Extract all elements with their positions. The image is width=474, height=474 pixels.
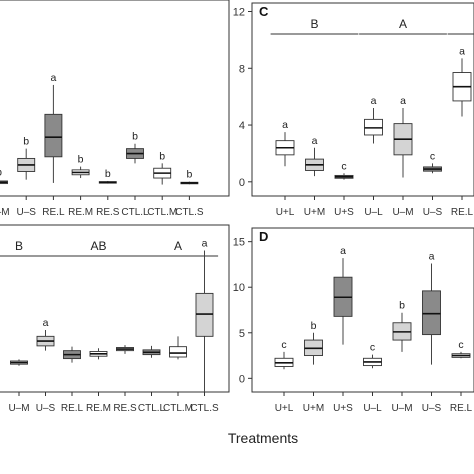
plot-frame	[251, 2, 474, 197]
x-tick-label: U+S	[334, 207, 354, 218]
significance-letter: b	[105, 168, 111, 180]
x-tick-label: CTL.S	[175, 207, 204, 218]
x-tick-label: U–S	[16, 207, 36, 218]
group-label: AB	[90, 239, 106, 253]
x-tick-label: U+M	[303, 403, 324, 414]
x-tick-label: RE.S	[113, 403, 137, 414]
x-tick-label: CTL.L	[138, 403, 166, 414]
significance-letter: b	[399, 300, 405, 312]
panel-c: 04812CBAaU+LaU+McU+SaU–LaU–McU–SaRE.LRE.…	[233, 2, 474, 218]
y-tick-label: 0	[239, 373, 245, 385]
x-tick-label: RE.L	[42, 207, 65, 218]
significance-letter: a	[50, 72, 56, 84]
significance-letter: b	[0, 167, 2, 179]
group-label: A	[174, 239, 182, 253]
x-tick-label: U–S	[423, 207, 443, 218]
significance-letter: a	[282, 119, 288, 131]
significance-letter: a	[340, 245, 346, 257]
x-tick-label: CTL.M	[147, 207, 177, 218]
x-tick-label: U–S	[422, 403, 442, 414]
x-tick-label: U–S	[36, 403, 56, 414]
significance-letter: a	[429, 251, 435, 263]
significance-letter: b	[311, 320, 317, 332]
y-tick-label: 10	[233, 282, 245, 294]
x-tick-label: RE.S	[96, 207, 120, 218]
significance-letter: c	[458, 339, 463, 351]
x-tick-label: CTL.M	[163, 403, 193, 414]
box	[169, 346, 187, 358]
x-tick-label: U–L	[364, 207, 383, 218]
x-tick-label: U–M	[391, 403, 412, 414]
panel-top-left: b U–M b U–S a RE.L b RE.M b RE.S b CTL.L b CTL.M b CTL.…	[0, 0, 230, 218]
plot-frame	[251, 227, 474, 393]
x-tick-label: U–M	[392, 207, 413, 218]
x-tick-label: U–L	[363, 403, 382, 414]
significance-letter: a	[400, 95, 406, 107]
x-tick-label: U+M	[304, 207, 325, 218]
significance-letter: b	[159, 150, 165, 162]
x-tick-label: U+S	[333, 403, 353, 414]
x-tick-label: CTL.L	[121, 207, 149, 218]
x-axis-label: Treatments	[228, 430, 298, 446]
panel-letter: D	[259, 229, 268, 244]
significance-letter: a	[371, 95, 377, 107]
x-tick-label: RE.L	[61, 403, 84, 414]
y-tick-label: 12	[233, 7, 245, 19]
y-tick-label: 4	[239, 120, 245, 132]
significance-letter: b	[23, 136, 29, 148]
x-tick-label: CTL.S	[190, 403, 219, 414]
significance-letter: c	[430, 150, 435, 162]
significance-letter: c	[281, 339, 286, 351]
significance-letter: a	[312, 135, 318, 147]
significance-letter: a	[43, 317, 49, 329]
y-tick-label: 15	[233, 237, 245, 249]
plot-frame	[0, 0, 230, 197]
x-tick-label: RE.L	[450, 403, 473, 414]
y-tick-label: 0	[239, 177, 245, 189]
x-tick-label: RE.M	[68, 207, 93, 218]
x-tick-label: U+L	[276, 207, 295, 218]
y-tick-label: 8	[239, 63, 245, 75]
significance-letter: b	[78, 154, 84, 166]
box	[44, 113, 63, 158]
x-tick-label: U+L	[275, 403, 294, 414]
group-label: B	[15, 239, 23, 253]
plot-frame	[0, 224, 230, 393]
significance-letter: b	[132, 131, 138, 143]
x-tick-label: RE.M	[86, 403, 111, 414]
significance-letter: a	[202, 237, 208, 249]
x-tick-label: U–M	[8, 403, 29, 414]
significance-letter: b	[186, 169, 192, 181]
group-label: B	[310, 17, 318, 31]
x-tick-label: RE.L	[451, 207, 474, 218]
y-tick-label: 5	[239, 328, 245, 340]
x-tick-label: U–M	[0, 207, 10, 218]
significance-letter: c	[341, 160, 346, 172]
panel-letter: C	[259, 4, 269, 19]
significance-letter: c	[370, 342, 375, 354]
box	[422, 290, 441, 336]
significance-letter: a	[459, 45, 465, 57]
group-label: A	[399, 17, 407, 31]
